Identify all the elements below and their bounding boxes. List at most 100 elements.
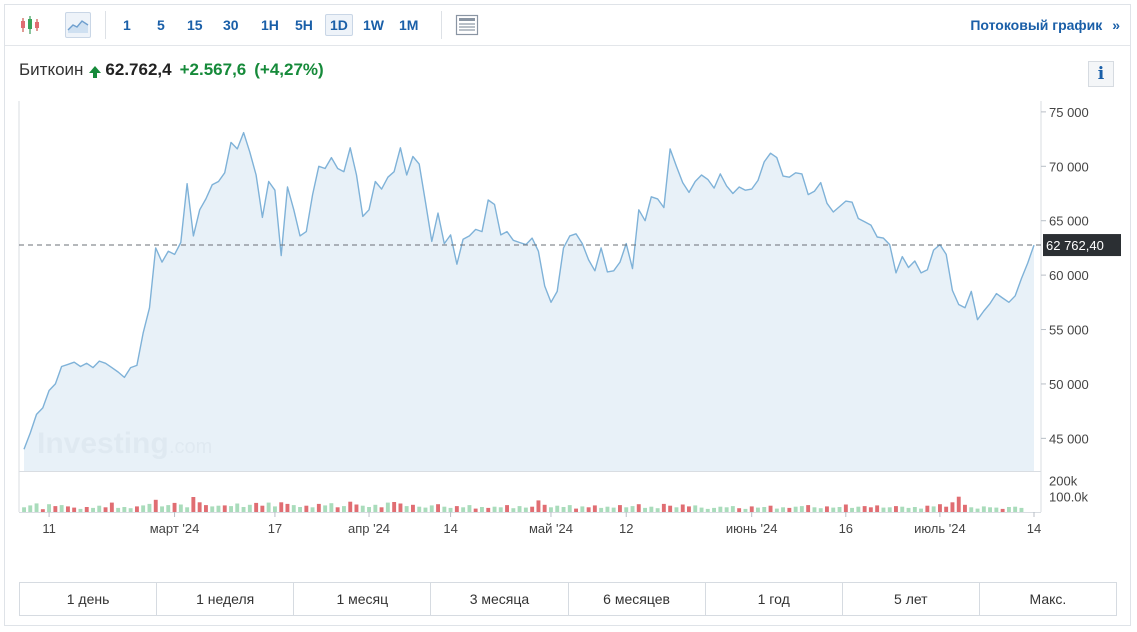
volume-bar bbox=[417, 506, 422, 512]
volume-bar bbox=[197, 502, 202, 512]
volume-bar bbox=[473, 508, 478, 512]
info-button[interactable]: i bbox=[1088, 61, 1114, 87]
volume-bar bbox=[787, 507, 792, 512]
range-button-3[interactable]: 3 месяца bbox=[431, 583, 569, 615]
volume-bar bbox=[505, 505, 509, 512]
interval-button-1w[interactable]: 1W bbox=[363, 17, 384, 33]
volume-bar bbox=[454, 506, 459, 512]
volume-bar bbox=[210, 506, 215, 512]
interval-button-1[interactable]: 1 bbox=[123, 17, 131, 33]
volume-bar bbox=[668, 505, 673, 512]
x-tick-label: 14 bbox=[1027, 521, 1041, 536]
volume-bar bbox=[128, 508, 133, 512]
area-chart-icon[interactable] bbox=[65, 12, 91, 38]
last-price-badge-label: 62 762,40 bbox=[1046, 238, 1104, 253]
volume-bar bbox=[674, 507, 679, 512]
volume-bar bbox=[97, 505, 102, 512]
volume-bar bbox=[693, 505, 698, 512]
volume-bar bbox=[492, 506, 497, 512]
volume-bar bbox=[806, 505, 811, 512]
last-price-badge bbox=[1043, 234, 1121, 257]
toolbar-separator bbox=[441, 11, 442, 39]
volume-bar bbox=[291, 505, 296, 512]
x-tick-label: 14 bbox=[443, 521, 457, 536]
volume-bar bbox=[542, 504, 547, 512]
volume-bar bbox=[367, 507, 371, 512]
range-button-0[interactable]: 1 день bbox=[20, 583, 158, 615]
volume-bar bbox=[373, 504, 378, 512]
volume-bar bbox=[304, 505, 309, 512]
x-tick-label: 16 bbox=[839, 521, 853, 536]
volume-bar bbox=[442, 506, 447, 512]
y-tick-label: 70 000 bbox=[1049, 159, 1089, 174]
volume-bar bbox=[938, 504, 942, 512]
volume-bar bbox=[743, 508, 748, 512]
volume-bar bbox=[812, 507, 817, 512]
volume-bar bbox=[329, 503, 334, 512]
range-button-4[interactable]: 6 месяцев bbox=[569, 583, 706, 615]
quote-header: Биткоин 62.762,4 +2.567,6 (+4,27%) bbox=[19, 59, 324, 81]
interval-button-1d[interactable]: 1D bbox=[325, 14, 353, 36]
volume-bar bbox=[831, 507, 836, 512]
chart-widget: 1 5 15 30 1H 5H 1D 1W 1M Потоковый график » Битк… bbox=[4, 4, 1131, 626]
volume-bar bbox=[837, 507, 842, 512]
volume-bar bbox=[91, 507, 95, 512]
volume-bar bbox=[348, 501, 353, 512]
volume-bar bbox=[749, 506, 754, 512]
volume-bar bbox=[963, 504, 967, 512]
interval-button-1m[interactable]: 1M bbox=[399, 17, 419, 33]
volume-bar bbox=[850, 507, 854, 512]
volume-bar bbox=[141, 505, 146, 512]
volume-bar bbox=[643, 507, 647, 512]
news-table-icon[interactable] bbox=[454, 12, 480, 38]
volume-bar bbox=[705, 508, 710, 512]
volume-bar bbox=[59, 505, 64, 512]
range-button-1[interactable]: 1 неделя bbox=[157, 583, 295, 615]
range-button-2[interactable]: 1 месяц bbox=[294, 583, 432, 615]
volume-bar bbox=[774, 508, 779, 512]
interval-button-5[interactable]: 5 bbox=[157, 17, 165, 33]
volume-bar bbox=[730, 506, 735, 512]
volume-bar bbox=[592, 505, 597, 512]
volume-bar bbox=[153, 499, 158, 512]
volume-bar bbox=[116, 507, 121, 512]
interval-button-15[interactable]: 15 bbox=[187, 17, 203, 33]
x-tick-label: июнь '24 bbox=[726, 521, 778, 536]
range-button-6[interactable]: 5 лет bbox=[843, 583, 980, 615]
y-tick-label: 55 000 bbox=[1049, 323, 1089, 338]
volume-bar bbox=[680, 504, 685, 512]
x-tick-label: июль '24 bbox=[914, 521, 966, 536]
interval-button-5h[interactable]: 5H bbox=[295, 17, 313, 33]
volume-bar bbox=[247, 504, 252, 512]
instrument-name: Биткоин bbox=[19, 60, 84, 79]
volume-bar bbox=[22, 507, 26, 512]
price-change: +2.567,6 bbox=[179, 60, 247, 79]
range-button-5[interactable]: 1 год bbox=[706, 583, 843, 615]
volume-bar bbox=[887, 507, 892, 512]
y-tick-label: 60 000 bbox=[1049, 268, 1089, 283]
volume-bar bbox=[191, 497, 196, 512]
volume-bar bbox=[843, 504, 848, 512]
volume-bar bbox=[768, 505, 773, 512]
interval-button-1h[interactable]: 1H bbox=[261, 17, 279, 33]
x-tick-label: май '24 bbox=[529, 521, 573, 536]
volume-bar bbox=[298, 507, 302, 512]
volume-bar bbox=[956, 496, 961, 512]
volume-bar bbox=[856, 506, 861, 512]
volume-bar bbox=[950, 502, 955, 512]
y-tick-label: 65 000 bbox=[1049, 214, 1089, 229]
interval-button-30[interactable]: 30 bbox=[223, 17, 239, 33]
range-button-7[interactable]: Макс. bbox=[1029, 591, 1067, 607]
volume-bar bbox=[925, 505, 930, 512]
volume-bar bbox=[912, 507, 917, 512]
candlestick-chart-icon[interactable] bbox=[17, 12, 43, 38]
volume-bar bbox=[411, 504, 415, 512]
volume-bar bbox=[1019, 507, 1024, 512]
streaming-chart-link[interactable]: Потоковый график » bbox=[970, 14, 1120, 36]
volume-bar bbox=[988, 507, 992, 512]
volume-bar bbox=[605, 506, 610, 512]
volume-bar bbox=[109, 502, 114, 512]
x-tick-label: 12 bbox=[619, 521, 633, 536]
volume-bar bbox=[354, 504, 359, 512]
volume-bar bbox=[135, 506, 139, 512]
